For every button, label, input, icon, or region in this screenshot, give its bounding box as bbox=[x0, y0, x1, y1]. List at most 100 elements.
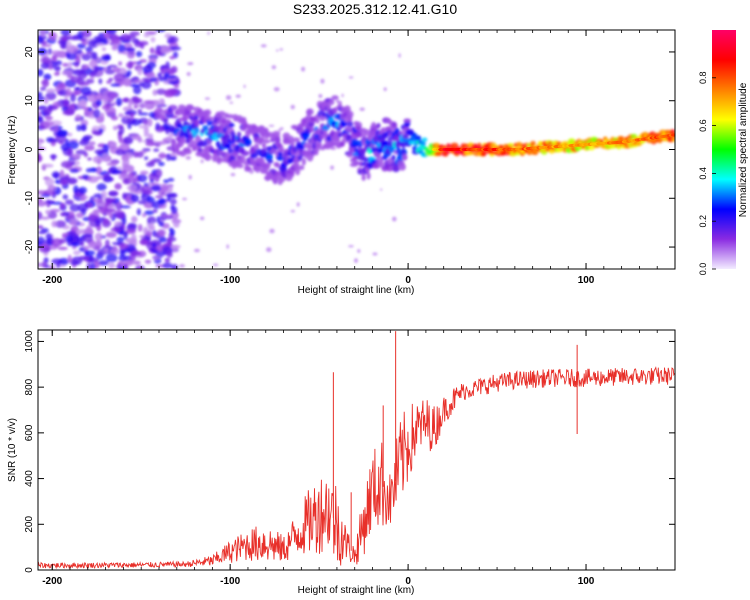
noise-blob bbox=[132, 85, 142, 95]
noise-speck bbox=[279, 48, 283, 51]
noise-blob bbox=[45, 88, 56, 94]
noise-blob bbox=[40, 62, 50, 70]
noise-blob bbox=[146, 61, 157, 69]
noise-blob bbox=[43, 73, 52, 81]
noise-blob bbox=[100, 55, 111, 62]
snr-y-tick-label: 0 bbox=[24, 567, 35, 573]
noise-blob bbox=[87, 157, 92, 161]
ridge-blob bbox=[351, 138, 359, 146]
spectrogram-y-tick-label: -10 bbox=[24, 191, 35, 206]
noise-speck bbox=[226, 244, 229, 249]
noise-blob bbox=[143, 120, 149, 126]
noise-blob bbox=[138, 82, 145, 87]
spectrogram-heat-layer bbox=[38, 30, 675, 269]
noise-blob bbox=[122, 217, 127, 225]
noise-blob bbox=[85, 78, 95, 84]
spectrogram-y-tick-label: -20 bbox=[24, 239, 35, 254]
noise-blob bbox=[96, 183, 107, 191]
noise-blob bbox=[101, 190, 108, 200]
noise-blob bbox=[104, 68, 116, 75]
noise-blob bbox=[114, 221, 122, 227]
noise-blob bbox=[130, 250, 142, 257]
noise-blob bbox=[156, 216, 161, 224]
noise-blob bbox=[54, 220, 67, 228]
noise-blob bbox=[152, 208, 158, 214]
noise-blob bbox=[104, 239, 110, 249]
noise-blob bbox=[154, 195, 164, 199]
ridge-blob bbox=[376, 122, 381, 128]
noise-blob bbox=[67, 148, 74, 158]
ridge-blob bbox=[269, 149, 274, 155]
ridge-blob bbox=[346, 110, 354, 119]
noise-blob bbox=[106, 162, 118, 167]
ridge-blob bbox=[378, 161, 385, 168]
noise-blob bbox=[132, 177, 137, 184]
noise-speck bbox=[266, 247, 272, 253]
ridge-blob bbox=[276, 155, 284, 161]
noise-blob bbox=[96, 202, 105, 207]
noise-blob bbox=[130, 215, 138, 223]
spectrogram-y-ticks: 20 10 0 -10 -20 bbox=[24, 46, 675, 254]
noise-speck bbox=[260, 44, 267, 48]
noise-blob bbox=[171, 264, 179, 269]
ridge-blob bbox=[358, 161, 364, 167]
noise-blob bbox=[66, 177, 78, 185]
noise-blob bbox=[127, 122, 132, 130]
noise-blob bbox=[158, 237, 168, 243]
noise-blob bbox=[53, 124, 59, 132]
ridge-blob bbox=[421, 137, 428, 142]
noise-blob bbox=[158, 221, 165, 227]
colorbar-tick-label: 0.8 bbox=[698, 72, 708, 85]
noise-blob bbox=[69, 218, 79, 226]
ridge-blob bbox=[403, 133, 409, 139]
snr-y-tick-label: 200 bbox=[24, 516, 35, 533]
noise-blob bbox=[86, 51, 92, 55]
noise-blob bbox=[139, 239, 149, 245]
noise-blob bbox=[71, 256, 83, 266]
noise-blob bbox=[157, 72, 163, 78]
noise-speck bbox=[318, 94, 323, 99]
noise-blob bbox=[124, 260, 134, 266]
ridge-blob bbox=[567, 138, 576, 144]
noise-blob bbox=[139, 170, 149, 175]
noise-blob bbox=[108, 141, 117, 148]
noise-blob bbox=[155, 122, 160, 131]
noise-blob bbox=[155, 30, 166, 33]
ridge-blob bbox=[182, 113, 189, 122]
ridge-blob bbox=[671, 137, 675, 142]
noise-blob bbox=[144, 210, 154, 216]
noise-blob bbox=[69, 203, 81, 212]
noise-blob bbox=[120, 260, 125, 268]
ridge-blob bbox=[479, 151, 487, 157]
spectrogram-y-tick-label: 0 bbox=[24, 146, 35, 152]
noise-speck bbox=[268, 124, 275, 127]
ridge-blob bbox=[217, 110, 226, 117]
noise-blob bbox=[81, 106, 91, 110]
noise-blob bbox=[60, 40, 67, 49]
noise-blob bbox=[90, 168, 98, 173]
noise-speck bbox=[229, 101, 234, 104]
noise-blob bbox=[38, 153, 41, 162]
noise-blob bbox=[116, 213, 125, 219]
noise-blob bbox=[66, 40, 72, 50]
noise-blob bbox=[94, 208, 102, 213]
noise-blob bbox=[40, 30, 46, 37]
noise-blob bbox=[85, 46, 93, 53]
noise-blob bbox=[67, 254, 72, 263]
ridge-blob bbox=[403, 118, 412, 123]
noise-blob bbox=[59, 176, 70, 180]
noise-blob bbox=[105, 30, 117, 34]
noise-blob bbox=[52, 201, 63, 205]
noise-blob bbox=[138, 124, 150, 129]
noise-speck bbox=[290, 104, 295, 110]
noise-blob bbox=[121, 97, 131, 103]
noise-speck bbox=[336, 98, 339, 104]
noise-blob bbox=[89, 263, 96, 269]
noise-speck bbox=[182, 197, 187, 201]
noise-blob bbox=[155, 251, 166, 257]
noise-blob bbox=[38, 142, 42, 147]
noise-blob bbox=[164, 257, 171, 263]
ridge-blob bbox=[396, 147, 401, 154]
noise-blob bbox=[132, 151, 139, 158]
ridge-blob bbox=[190, 129, 196, 135]
